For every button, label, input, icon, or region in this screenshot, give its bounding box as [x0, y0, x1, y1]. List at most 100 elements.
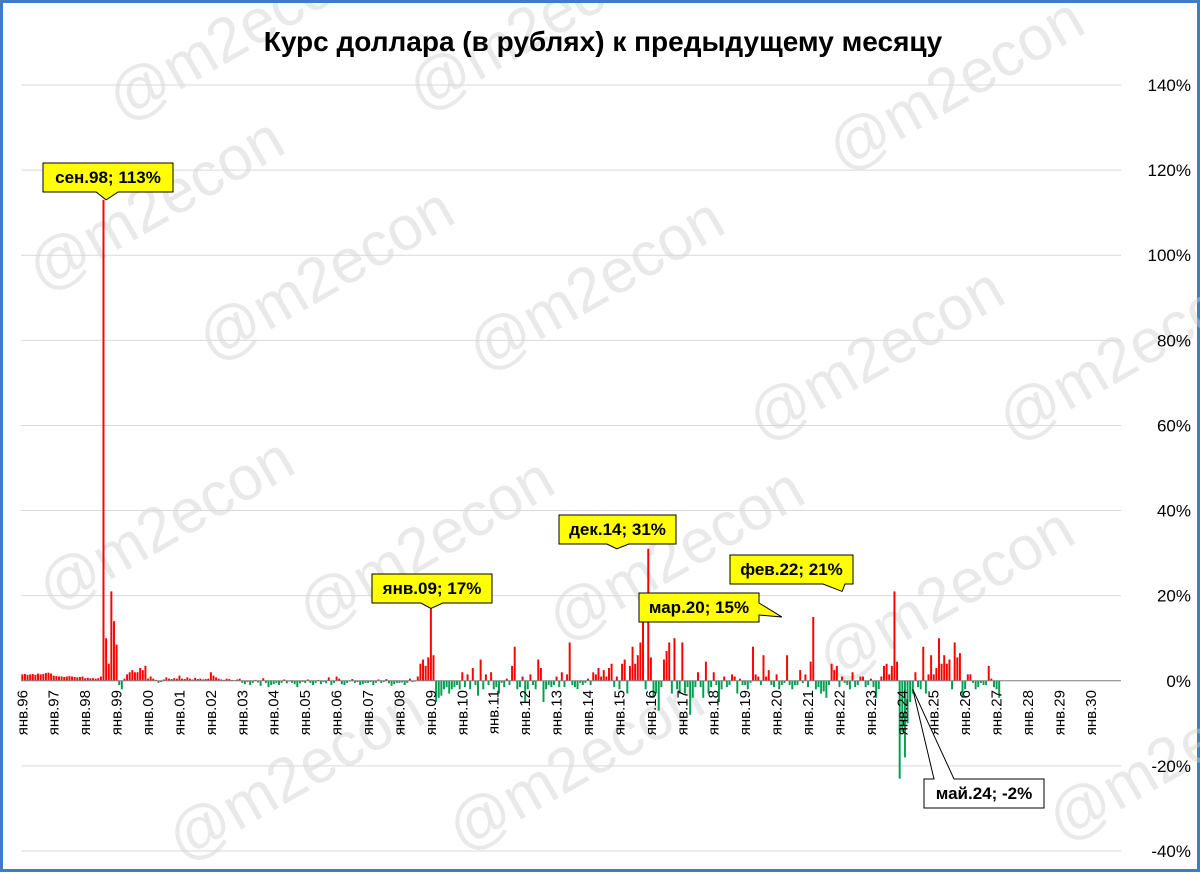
- bar: [582, 681, 584, 685]
- bar: [29, 674, 31, 680]
- y-tick-label: -40%: [1151, 842, 1191, 861]
- bar: [79, 677, 81, 681]
- bar: [920, 681, 922, 690]
- bar: [37, 674, 39, 681]
- bar: [747, 681, 749, 690]
- bar: [857, 681, 859, 685]
- chart-svg: @m2econ@m2econ@m2econ@m2econ@m2econ@m2ec…: [3, 3, 1200, 875]
- bar: [165, 677, 167, 680]
- bar: [778, 681, 780, 690]
- bar: [922, 647, 924, 681]
- y-tick-label: 80%: [1157, 331, 1191, 350]
- bar: [103, 200, 105, 681]
- bar: [391, 681, 393, 686]
- bar: [561, 672, 563, 681]
- bar: [637, 655, 639, 681]
- bar: [815, 681, 817, 690]
- bar: [768, 670, 770, 681]
- bar: [508, 681, 510, 685]
- bar: [977, 681, 979, 687]
- bar: [464, 681, 466, 687]
- bar: [660, 681, 662, 687]
- bar: [836, 666, 838, 681]
- bar: [488, 681, 490, 685]
- bar: [833, 670, 835, 681]
- bar: [687, 681, 689, 687]
- x-tick-label: янв.19: [737, 690, 754, 735]
- bar: [823, 681, 825, 692]
- bar: [946, 664, 948, 681]
- bar: [969, 674, 971, 680]
- bar: [603, 670, 605, 681]
- bar: [24, 674, 26, 681]
- bar: [804, 674, 806, 680]
- bar: [537, 660, 539, 681]
- bar: [480, 660, 482, 681]
- bar: [68, 676, 70, 681]
- bar: [142, 670, 144, 681]
- bar: [456, 681, 458, 685]
- bar: [61, 677, 63, 681]
- x-tick-label: янв.20: [769, 690, 786, 735]
- bar: [988, 666, 990, 681]
- bar: [178, 676, 180, 681]
- bar: [273, 681, 275, 684]
- bar: [343, 681, 345, 685]
- bar: [433, 655, 435, 681]
- bar: [959, 653, 961, 681]
- watermark-text: @m2econ: [536, 454, 816, 656]
- bar: [558, 681, 560, 687]
- chart-title: Курс доллара (в рублях) к предыдущему ме…: [264, 26, 943, 57]
- bar: [63, 677, 65, 681]
- bar: [574, 681, 576, 687]
- bar: [419, 664, 421, 681]
- bar: [448, 681, 450, 694]
- bar: [886, 664, 888, 681]
- bar: [270, 681, 272, 685]
- x-tick-label: янв.23: [863, 690, 880, 735]
- bar: [430, 608, 432, 680]
- x-tick-label: янв.96: [14, 690, 31, 735]
- x-tick-label: янв.09: [423, 690, 440, 735]
- x-tick-label: янв.30: [1083, 690, 1100, 735]
- watermark-text: @m2econ: [286, 444, 566, 646]
- bar: [71, 677, 73, 681]
- watermark-text: @m2econ: [186, 174, 466, 376]
- bar: [482, 681, 484, 690]
- x-tick-label: янв.12: [517, 690, 534, 735]
- bar: [671, 681, 673, 694]
- bar: [113, 621, 115, 681]
- x-tick-label: янв.07: [360, 690, 377, 735]
- x-tick-label: янв.04: [266, 690, 283, 735]
- bar: [859, 677, 861, 681]
- bar: [935, 668, 937, 681]
- bar: [681, 642, 683, 680]
- bar: [417, 677, 419, 681]
- x-tick-label: янв.98: [77, 690, 94, 735]
- bar: [40, 674, 42, 680]
- x-tick-label: янв.28: [1020, 690, 1037, 735]
- bar: [888, 674, 890, 680]
- watermark-text: @m2econ: [456, 184, 736, 386]
- bar: [210, 672, 212, 681]
- bar: [577, 681, 579, 690]
- bar: [422, 660, 424, 681]
- bar: [873, 681, 875, 687]
- y-tick-label: 140%: [1148, 76, 1191, 95]
- bar: [100, 677, 102, 681]
- bar: [440, 681, 442, 696]
- bar: [532, 681, 534, 685]
- bar: [472, 668, 474, 681]
- bar: [249, 681, 251, 685]
- x-tick-label: янв.02: [203, 690, 220, 735]
- bar: [993, 681, 995, 687]
- bar: [616, 677, 618, 681]
- bar: [150, 677, 152, 681]
- bar: [359, 681, 361, 685]
- bar: [490, 672, 492, 681]
- bar: [676, 681, 678, 690]
- bar: [713, 672, 715, 681]
- x-tick-label: янв.10: [454, 690, 471, 735]
- bar: [975, 681, 977, 690]
